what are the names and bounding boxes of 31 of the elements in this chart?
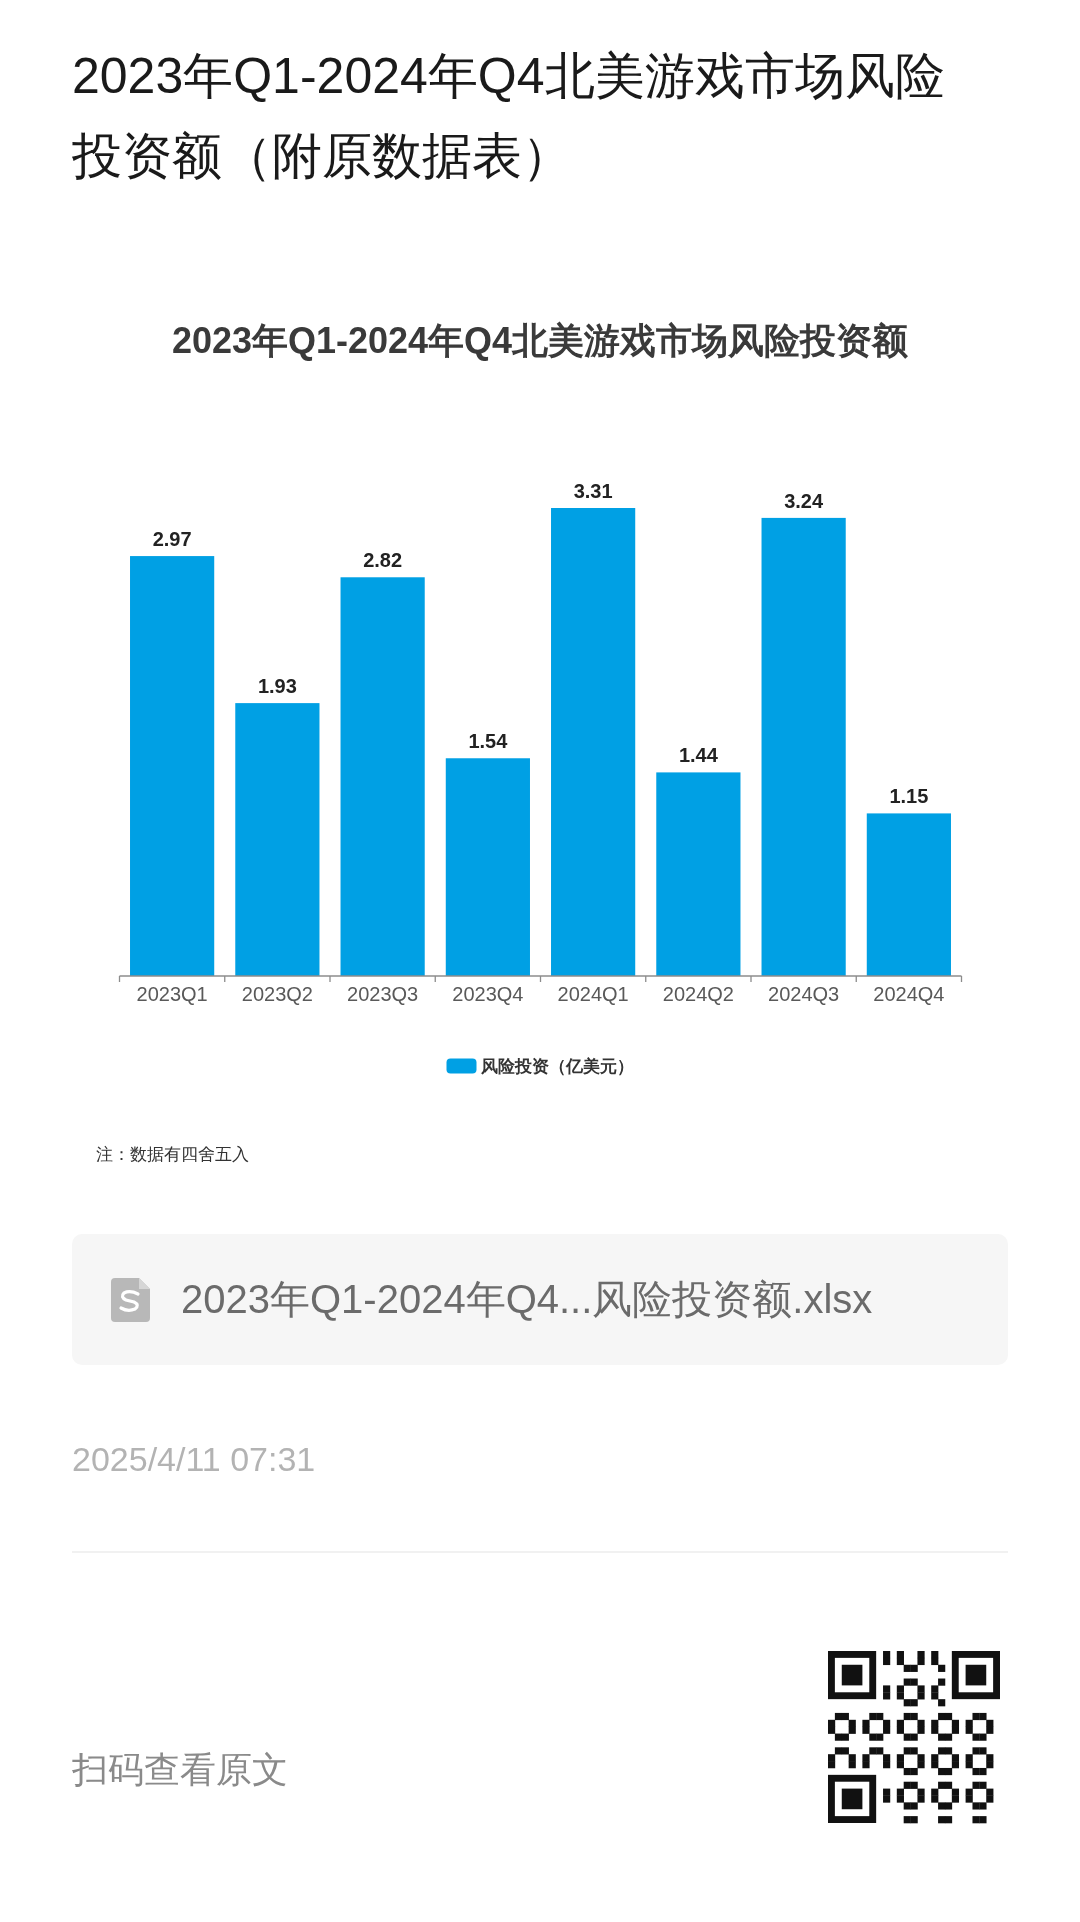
data-label: 3.31 (573, 480, 613, 502)
bar (445, 758, 530, 976)
data-label: 3.24 (784, 489, 824, 512)
data-label: 1.54 (468, 730, 509, 753)
text: 2025/4/11 07:31 (72, 1440, 316, 1478)
bar (130, 556, 215, 976)
bar (761, 517, 846, 976)
x-tick-label: 2023Q4 (452, 983, 524, 1005)
data-label: 1.93 (257, 675, 297, 698)
x-tick-label: 2024Q4 (873, 983, 945, 1005)
x-tick-label: 2024Q2 (662, 983, 734, 1005)
x-tick-label: 2024Q1 (557, 983, 629, 1005)
chart-subtitle: 2023年Q1-2024年Q4北美游戏市场风险投资额 (171, 320, 909, 361)
text: 扫码查看原文 (71, 1749, 288, 1790)
bar (656, 772, 741, 976)
x-tick-label: 2023Q2 (241, 983, 313, 1005)
chart-title: 2023年Q1-2024年Q4北美游戏市场风险投资额（附原数据表） (71, 48, 945, 184)
data-label: 2.97 (152, 528, 192, 551)
data-label: 2.82 (363, 549, 403, 572)
x-tick-label: 2023Q3 (347, 983, 419, 1005)
bar (866, 813, 951, 976)
data-label: 1.44 (678, 744, 719, 767)
text: 注：数据有四舍五入 (96, 1145, 249, 1164)
x-tick-label: 2024Q3 (768, 983, 840, 1005)
legend-label: 风险投资（亿美元） (479, 1057, 634, 1076)
bar (235, 703, 320, 976)
bar (340, 577, 425, 976)
x-tick-label: 2023Q1 (136, 983, 208, 1005)
data-label: 1.15 (889, 785, 929, 808)
text: 2023年Q1-2024年Q4...风险投资额.xlsx (181, 1277, 873, 1321)
bar (551, 508, 636, 976)
